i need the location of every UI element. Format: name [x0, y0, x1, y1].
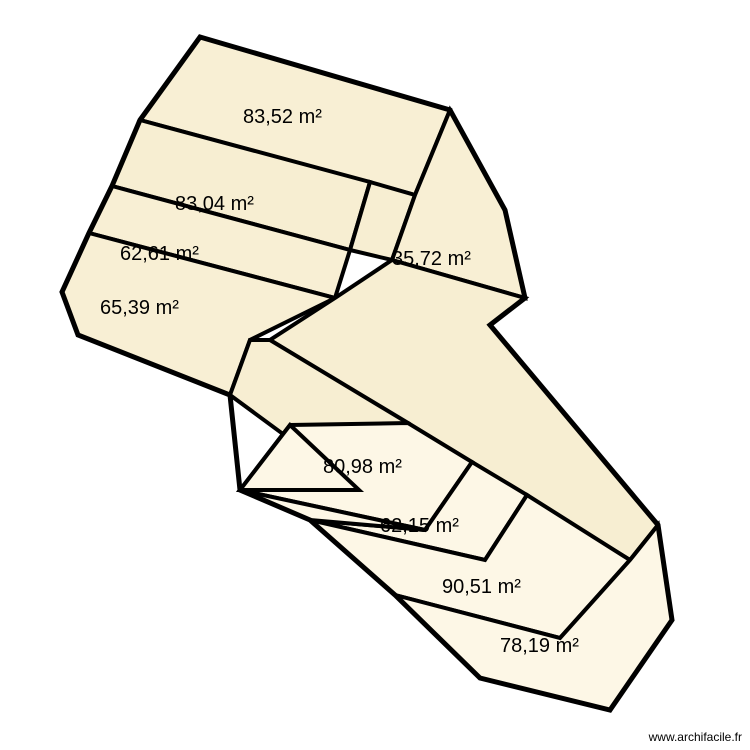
attribution-text: www.archifacile.fr: [649, 730, 742, 744]
parcel-label-p3: 62,61 m²: [120, 243, 199, 265]
floorplan-diagram: 83,52 m² 83,04 m² 62,61 m² 65,39 m² 35,72 m²…: [0, 0, 750, 750]
parcel-label-p1: 83,52 m²: [243, 106, 322, 128]
parcel-label-p2: 83,04 m²: [175, 193, 254, 215]
parcel-label-p8: 62,15 m²: [380, 515, 459, 537]
parcel-label-p5: 35,72 m²: [392, 248, 471, 270]
parcel-label-p10: 78,19 m²: [500, 635, 579, 657]
parcel-label-p4: 65,39 m²: [100, 297, 179, 319]
parcel-label-p7: 80,98 m²: [323, 456, 402, 478]
parcel-label-p9: 90,51 m²: [442, 576, 521, 598]
